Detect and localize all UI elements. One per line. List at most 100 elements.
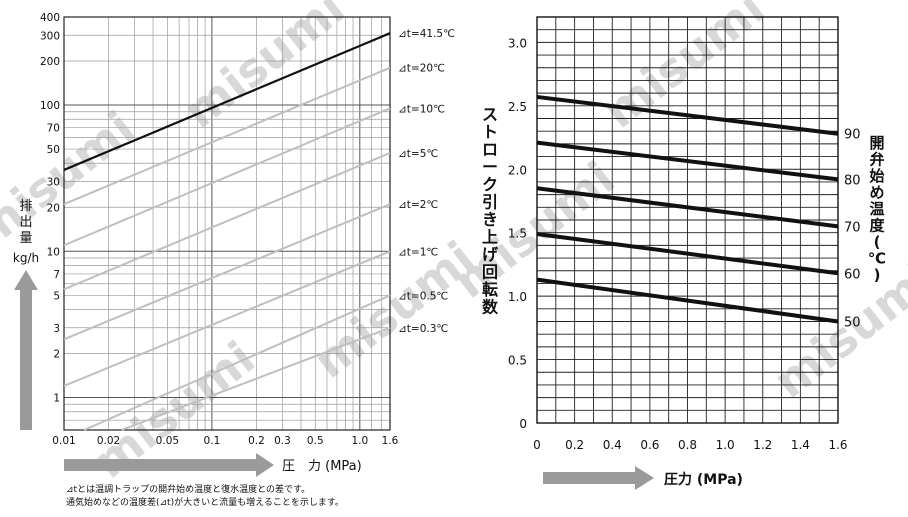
left-series-label: ⊿t=1℃ — [398, 246, 438, 258]
left-series-line — [63, 152, 391, 291]
left-y-tick-label: 20 — [47, 202, 60, 214]
left-series-line — [63, 107, 391, 247]
right-y-tick-label: 1.5 — [508, 227, 527, 241]
right-y2label-char: 弁 — [869, 151, 884, 169]
right-y2label-char: 開 — [869, 134, 884, 152]
right-y2label-char: 始 — [869, 167, 884, 185]
left-x-arrow — [64, 459, 256, 471]
right-x-tick-label: 0 — [533, 438, 541, 452]
left-series-line — [121, 326, 391, 431]
right-series-label: 70 — [844, 220, 861, 235]
footnote-line: 通気始めなどの温度差(⊿t)が大きいと流量も増えることを示します。 — [66, 496, 344, 508]
left-x-tick-label: 1.6 — [382, 435, 399, 447]
left-ylabel-char: 量 — [19, 231, 32, 246]
left-y-tick-label: 7 — [53, 269, 60, 281]
right-y-tick-label: 2.5 — [508, 100, 527, 114]
left-x-tick-label: 0.01 — [52, 435, 75, 447]
left-ylabel-char: 出 — [19, 215, 32, 230]
left-x-tick-label: 0.3 — [274, 435, 291, 447]
right-y-tick-label: 2.0 — [508, 163, 527, 177]
left-xlabel: 圧 力 (MPa) — [282, 459, 362, 474]
right-ylabel-char: 転 — [482, 280, 498, 299]
right-ylabel-char: ト — [482, 123, 498, 142]
left-x-tick-label: 0.02 — [97, 435, 120, 447]
left-series-label: ⊿t=2℃ — [398, 199, 438, 211]
right-x-tick-label: 1.6 — [828, 438, 847, 452]
left-series-line — [63, 32, 391, 171]
right-y-tick-label: 0.5 — [508, 354, 527, 368]
left-series-label: ⊿t=5℃ — [398, 148, 438, 160]
right-ylabel-char: 引 — [482, 193, 498, 212]
left-series-label: ⊿t=41.5℃ — [398, 28, 455, 40]
left-y-tick-label: 1 — [53, 393, 60, 405]
right-x-tick-label: 1.4 — [791, 438, 810, 452]
left-chart-lines — [63, 32, 391, 431]
left-chart-grid — [63, 16, 391, 431]
footnote: ⊿tとは温調トラップの開弁始め温度と復水温度との差です。通気始めなどの温度差(⊿… — [66, 483, 344, 508]
right-series-line — [536, 277, 839, 324]
right-x-tick-label: 1.2 — [753, 438, 772, 452]
watermark-text: misumi — [174, 0, 355, 139]
left-series-label: ⊿t=0.3℃ — [398, 323, 448, 335]
right-y-tick-label: 0 — [519, 417, 527, 431]
left-series-line — [83, 294, 391, 431]
right-series-label: 90 — [844, 128, 861, 143]
left-series-label: ⊿t=20℃ — [398, 63, 445, 75]
right-chart-lines: 90 80 70 60 50 — [536, 94, 861, 331]
right-series-line — [536, 231, 839, 276]
left-y-arrow-head — [14, 270, 38, 290]
right-x-arrow-head — [635, 466, 654, 490]
right-series-label: 50 — [844, 316, 861, 331]
right-x-arrow — [543, 472, 635, 484]
left-x-arrow-head — [256, 453, 274, 477]
left-ylabel-char: 排 — [19, 199, 32, 214]
left-y-tick-label: 3 — [53, 323, 60, 335]
right-ylabel-char: ー — [482, 158, 498, 177]
left-series-line — [63, 203, 391, 341]
right-series-line — [536, 140, 839, 182]
right-ylabel-char: ス — [482, 105, 498, 124]
right-x-tick-label: 0.8 — [678, 438, 697, 452]
right-series-label: 60 — [844, 267, 861, 282]
right-x-tick-label: 0.6 — [640, 438, 659, 452]
watermark-text: misumi — [594, 0, 775, 139]
right-y2label-char: 度 — [869, 217, 885, 235]
left-x-tick-label: 0.5 — [307, 435, 324, 447]
left-y-tick-label: 100 — [40, 100, 60, 112]
right-x-tick-label: 0.4 — [603, 438, 622, 452]
left-y-tick-label: 2 — [53, 349, 60, 361]
left-series-line — [63, 66, 391, 206]
right-y2label-char: ( — [874, 233, 881, 251]
right-y2label-char: め — [869, 184, 884, 202]
left-series-label: ⊿t=10℃ — [398, 103, 445, 115]
right-y2label-char: 温 — [869, 200, 884, 218]
right-x-tick-label: 1.0 — [716, 438, 735, 452]
right-ylabel-char: ク — [482, 175, 498, 194]
left-y-tick-label: 200 — [40, 56, 60, 68]
left-y-tick-label: 70 — [47, 123, 60, 135]
right-series-line — [536, 186, 839, 229]
right-ylabel-char: き — [482, 210, 498, 229]
footnote-line: ⊿tとは温調トラップの開弁始め温度と復水温度との差です。 — [66, 483, 310, 495]
left-chart: 400 300 200 100 70 50 30 20 10 7 5 3 2 1 0.01 0.02 0.05 0… — [13, 12, 455, 477]
watermark-layer: misumimisumimisumimisumimisumimisumimisu… — [0, 0, 908, 489]
left-x-tick-label: 0.05 — [156, 435, 179, 447]
left-y-tick-label: 30 — [47, 177, 60, 189]
left-y-tick-label: 400 — [40, 12, 60, 24]
left-y-tick-label: 5 — [53, 290, 60, 302]
right-chart: 90 80 70 60 50 3.0 2.5 2.0 1.5 1.0 0.5 00 0.2 0.4 0.6… — [482, 16, 886, 490]
left-x-tick-label: 0.2 — [248, 435, 265, 447]
left-y-arrow — [20, 290, 32, 430]
right-y-tick-label: 3.0 — [508, 36, 527, 50]
right-y2label-char: ) — [874, 266, 881, 284]
watermark-text: misumi — [444, 151, 625, 309]
right-y2label-char: ℃ — [868, 250, 886, 268]
left-series-label: ⊿t=0.5℃ — [398, 290, 448, 302]
right-ylabel-char: げ — [482, 245, 499, 264]
right-ylabel-char: 数 — [482, 298, 499, 317]
left-chart-frame — [63, 16, 391, 431]
left-chart-series-labels: ⊿t=41.5℃ ⊿t=20℃ ⊿t=10℃ ⊿t=5℃ ⊿t=2℃ ⊿t=1℃ ⊿t=0.… — [398, 28, 455, 335]
right-chart-frame — [536, 16, 839, 424]
left-chart-axis-titles: 排出量 kg/h 圧 力 (MPa) — [13, 199, 362, 477]
